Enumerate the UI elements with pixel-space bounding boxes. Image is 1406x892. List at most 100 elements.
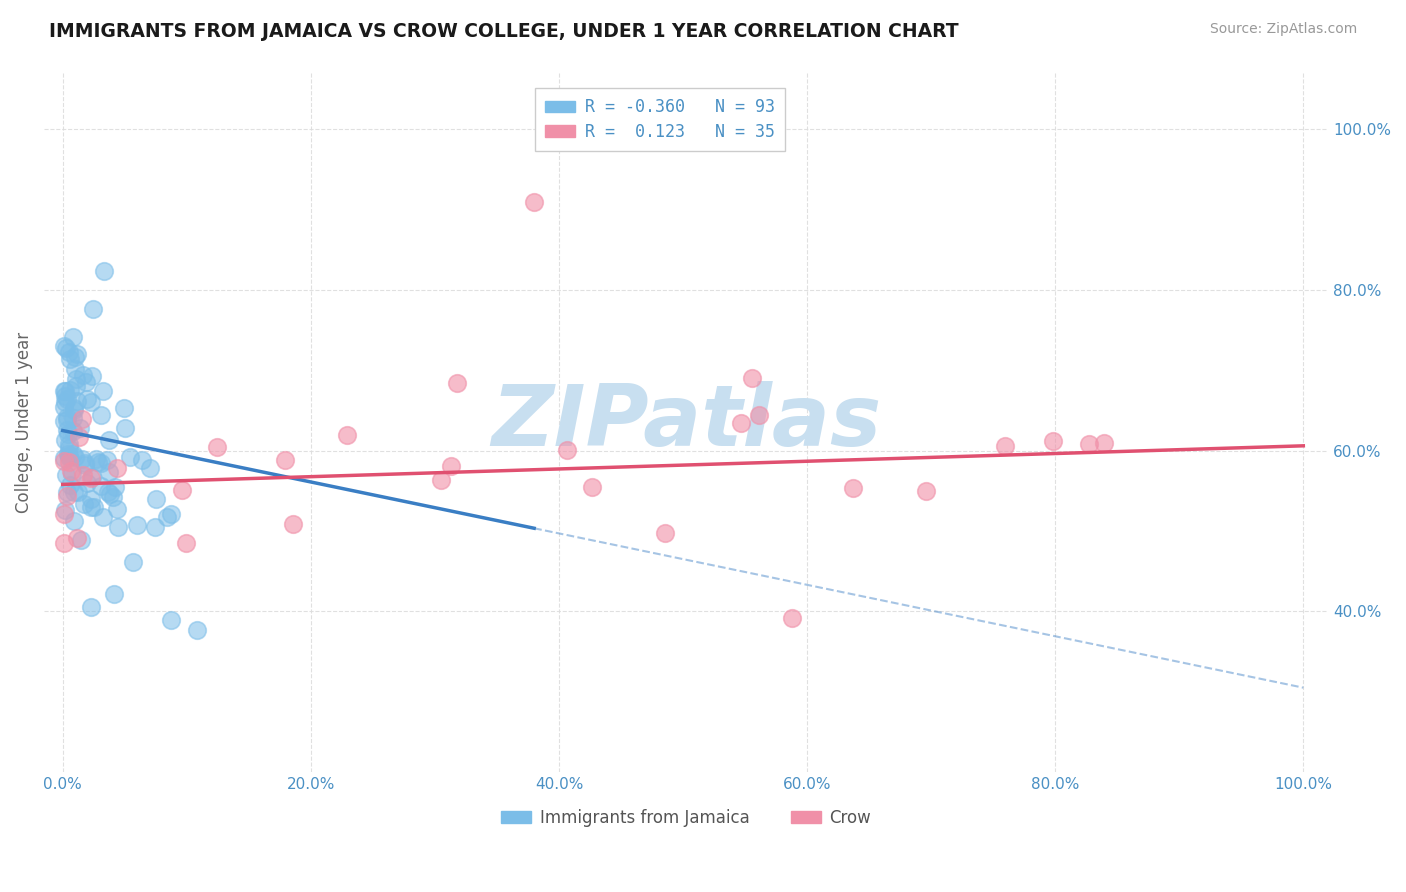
Point	[80, 491, 103, 506]
Point	[107, 519, 129, 533]
Point	[96, 452, 118, 467]
Point	[100, 487, 122, 501]
Point	[186, 624, 208, 638]
Point	[63, 450, 86, 464]
Point	[581, 480, 603, 494]
Point	[915, 483, 938, 498]
Point	[131, 452, 153, 467]
Point	[274, 453, 297, 467]
Point	[205, 440, 228, 454]
Point	[56, 413, 79, 427]
Point	[53, 339, 76, 353]
Point	[70, 411, 93, 425]
Point	[63, 401, 86, 415]
Point	[55, 489, 77, 503]
Point	[63, 484, 86, 499]
Point	[53, 502, 76, 516]
Point	[143, 520, 166, 534]
Text: IMMIGRANTS FROM JAMAICA VS CROW COLLEGE, UNDER 1 YEAR CORRELATION CHART: IMMIGRANTS FROM JAMAICA VS CROW COLLEGE,…	[49, 22, 959, 41]
Point	[67, 430, 90, 444]
Point	[58, 478, 80, 492]
Point	[87, 455, 110, 469]
Point	[112, 401, 135, 416]
Point	[58, 437, 80, 451]
Point	[145, 492, 167, 507]
Point	[59, 383, 82, 397]
Point	[103, 587, 125, 601]
Point	[283, 517, 305, 532]
Point	[741, 370, 763, 384]
Point	[1092, 436, 1115, 450]
Point	[59, 464, 82, 478]
Text: Source: ZipAtlas.com: Source: ZipAtlas.com	[1209, 22, 1357, 37]
Point	[138, 461, 160, 475]
Point	[555, 442, 578, 457]
Point	[90, 479, 112, 493]
Point	[69, 421, 91, 435]
Point	[52, 507, 75, 521]
Point	[176, 536, 198, 550]
Point	[65, 372, 87, 386]
Point	[58, 450, 80, 464]
Point	[73, 497, 96, 511]
Point	[75, 458, 97, 472]
Point	[66, 347, 89, 361]
Point	[72, 467, 94, 482]
Point	[53, 536, 76, 550]
Point	[80, 368, 103, 383]
Point	[53, 384, 76, 398]
Point	[65, 379, 87, 393]
Point	[114, 420, 136, 434]
Point	[170, 483, 193, 497]
Point	[80, 394, 103, 409]
Point	[1042, 434, 1064, 448]
Point	[60, 466, 83, 480]
Point	[66, 393, 89, 408]
Point	[69, 533, 91, 548]
Point	[83, 500, 105, 515]
Point	[82, 301, 104, 316]
Point	[75, 375, 97, 389]
Point	[53, 389, 76, 403]
Point	[90, 409, 112, 423]
Point	[52, 414, 75, 428]
Point	[98, 465, 121, 479]
Point	[440, 458, 463, 473]
Point	[101, 490, 124, 504]
Legend: Immigrants from Jamaica, Crow: Immigrants from Jamaica, Crow	[495, 802, 877, 834]
Point	[120, 450, 142, 465]
Point	[93, 264, 115, 278]
Point	[446, 376, 468, 391]
Point	[156, 510, 179, 524]
Point	[80, 470, 103, 484]
Point	[523, 194, 546, 209]
Point	[52, 450, 75, 465]
Point	[80, 500, 103, 515]
Point	[86, 452, 108, 467]
Point	[63, 514, 86, 528]
Point	[97, 434, 120, 448]
Point	[58, 345, 80, 359]
Point	[160, 614, 183, 628]
Point	[336, 427, 359, 442]
Point	[121, 555, 143, 569]
Point	[55, 409, 77, 424]
Point	[91, 384, 114, 398]
Point	[780, 610, 803, 624]
Point	[654, 526, 676, 541]
Point	[75, 456, 97, 470]
Point	[63, 362, 86, 376]
Point	[429, 473, 451, 487]
Point	[58, 455, 80, 469]
Point	[59, 351, 82, 366]
Point	[53, 401, 76, 415]
Point	[730, 416, 752, 430]
Point	[72, 368, 94, 382]
Point	[80, 470, 103, 484]
Point	[55, 467, 77, 482]
Point	[63, 402, 86, 417]
Point	[70, 452, 93, 467]
Point	[66, 531, 89, 545]
Point	[1078, 437, 1101, 451]
Point	[90, 456, 112, 470]
